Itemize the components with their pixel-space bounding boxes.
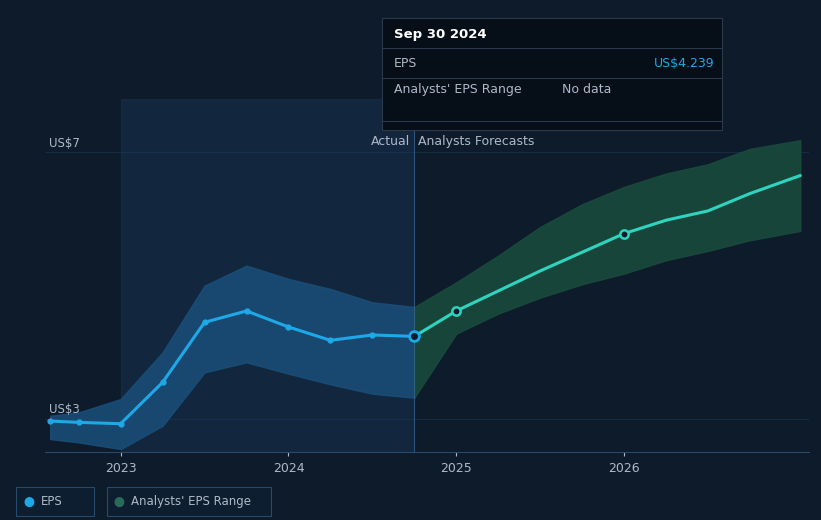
- Text: ⬤: ⬤: [113, 497, 125, 507]
- Text: EPS: EPS: [41, 495, 62, 509]
- Text: Analysts Forecasts: Analysts Forecasts: [418, 135, 534, 148]
- Text: ⬤: ⬤: [23, 497, 34, 507]
- Text: Actual: Actual: [371, 135, 410, 148]
- Text: US$4.239: US$4.239: [654, 57, 714, 70]
- Text: EPS: EPS: [394, 57, 417, 70]
- Text: US$3: US$3: [48, 404, 80, 417]
- Text: US$7: US$7: [48, 137, 80, 150]
- Bar: [121, 99, 415, 452]
- Text: No data: No data: [562, 83, 612, 96]
- Text: Sep 30 2024: Sep 30 2024: [394, 28, 487, 41]
- Text: Analysts' EPS Range: Analysts' EPS Range: [394, 83, 521, 96]
- Text: Analysts' EPS Range: Analysts' EPS Range: [131, 495, 251, 509]
